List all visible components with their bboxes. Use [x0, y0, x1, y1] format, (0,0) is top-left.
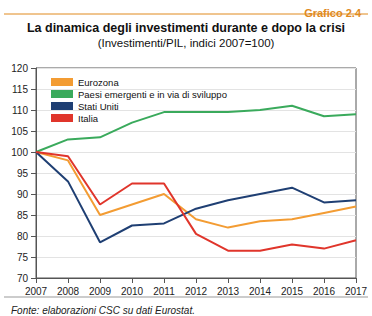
- svg-text:85: 85: [17, 210, 29, 221]
- svg-text:La dinamica degli investimenti: La dinamica degli investimenti durante e…: [27, 21, 345, 35]
- svg-text:2013: 2013: [217, 286, 240, 297]
- svg-text:Stati Uniti: Stati Uniti: [78, 101, 119, 112]
- svg-text:90: 90: [17, 189, 29, 200]
- svg-text:2015: 2015: [281, 286, 304, 297]
- svg-text:2016: 2016: [313, 286, 336, 297]
- svg-text:110: 110: [12, 105, 28, 116]
- svg-text:2017: 2017: [345, 286, 368, 297]
- svg-text:2011: 2011: [153, 286, 175, 297]
- svg-text:105: 105: [11, 126, 28, 137]
- svg-text:120: 120: [11, 63, 28, 74]
- svg-text:(Investimenti/PIL, indici 2007: (Investimenti/PIL, indici 2007=100): [98, 37, 275, 49]
- svg-text:2007: 2007: [25, 286, 48, 297]
- svg-text:Paesi emergenti e in via di sv: Paesi emergenti e in via di sviluppo: [78, 89, 227, 100]
- svg-text:2014: 2014: [249, 286, 272, 297]
- svg-text:Grafico 2.4: Grafico 2.4: [304, 7, 362, 19]
- svg-text:2010: 2010: [121, 286, 144, 297]
- svg-text:70: 70: [17, 273, 29, 284]
- svg-text:Fonte: elaborazioni CSC su dat: Fonte: elaborazioni CSC su dati Eurostat…: [11, 305, 195, 316]
- svg-text:115: 115: [12, 84, 28, 95]
- svg-text:95: 95: [17, 168, 29, 179]
- svg-text:100: 100: [11, 147, 28, 158]
- svg-text:2009: 2009: [89, 286, 112, 297]
- svg-text:2012: 2012: [185, 286, 208, 297]
- svg-text:75: 75: [17, 252, 29, 263]
- svg-text:Eurozona: Eurozona: [78, 77, 119, 88]
- svg-text:Italia: Italia: [78, 113, 99, 124]
- svg-text:2008: 2008: [57, 286, 80, 297]
- svg-text:80: 80: [17, 231, 29, 242]
